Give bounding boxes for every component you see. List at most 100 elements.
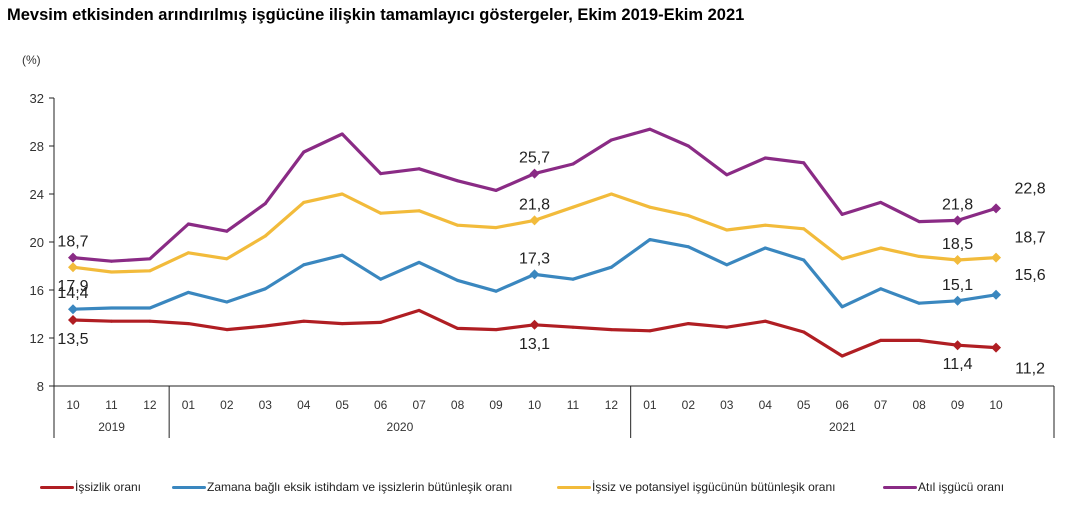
y-tick-label: 16 xyxy=(30,283,44,298)
data-point xyxy=(494,188,498,192)
data-point xyxy=(840,257,844,261)
data-label: 21,8 xyxy=(519,196,550,213)
data-marker xyxy=(991,203,1002,214)
data-point xyxy=(263,287,267,291)
data-point xyxy=(456,278,460,282)
x-tick-label: 08 xyxy=(912,398,926,412)
data-point xyxy=(456,326,460,330)
x-tick-label: 05 xyxy=(797,398,811,412)
legend-swatch xyxy=(40,485,74,489)
data-point xyxy=(686,214,690,218)
data-point xyxy=(609,138,613,142)
data-point xyxy=(109,306,113,310)
data-point xyxy=(263,324,267,328)
data-point xyxy=(840,212,844,216)
x-tick-label: 02 xyxy=(220,398,234,412)
data-marker xyxy=(68,304,78,315)
x-tick-label: 06 xyxy=(374,398,388,412)
data-point xyxy=(186,290,190,294)
data-label: 11,4 xyxy=(943,356,973,373)
y-axis-unit-label: (%) xyxy=(22,53,41,67)
year-label: 2021 xyxy=(829,420,856,434)
data-point xyxy=(417,209,421,213)
data-point xyxy=(763,246,767,250)
legend-item: İşsiz ve potansiyel işgücünün bütünleşik… xyxy=(557,480,835,494)
data-point xyxy=(417,308,421,312)
data-marker xyxy=(991,289,1002,300)
data-label: 21,8 xyxy=(942,196,973,213)
data-point xyxy=(340,322,344,326)
data-point xyxy=(456,179,460,183)
data-point xyxy=(571,205,575,209)
data-point xyxy=(802,330,806,334)
data-point xyxy=(494,289,498,293)
data-point xyxy=(879,287,883,291)
x-tick-label: 11 xyxy=(105,398,118,412)
data-point xyxy=(109,259,113,263)
data-point xyxy=(917,301,921,305)
legend-swatch xyxy=(557,485,591,489)
data-label: 18,7 xyxy=(1014,230,1045,247)
legend-label: İşsizlik oranı xyxy=(75,480,142,494)
year-label: 2019 xyxy=(98,420,125,434)
x-tick-label: 10 xyxy=(66,398,80,412)
data-label: 18,7 xyxy=(57,234,88,251)
y-tick-label: 8 xyxy=(37,379,44,394)
data-point xyxy=(686,245,690,249)
data-point xyxy=(379,172,383,176)
data-point xyxy=(186,322,190,326)
x-tick-label: 05 xyxy=(336,398,350,412)
data-point xyxy=(379,211,383,215)
data-point xyxy=(225,257,229,261)
data-point xyxy=(802,161,806,165)
data-point xyxy=(802,258,806,262)
data-point xyxy=(917,220,921,224)
data-label: 11,2 xyxy=(1015,361,1045,378)
data-point xyxy=(186,222,190,226)
data-point xyxy=(686,144,690,148)
data-point xyxy=(609,328,613,332)
data-point xyxy=(302,200,306,204)
data-point xyxy=(763,319,767,323)
chart-title: Mevsim etkisinden arındırılmış işgücüne … xyxy=(7,6,745,24)
data-marker xyxy=(529,168,540,179)
x-tick-label: 09 xyxy=(951,398,965,412)
data-marker xyxy=(529,269,540,280)
data-label: 13,5 xyxy=(57,331,88,348)
data-point xyxy=(879,338,883,342)
data-point xyxy=(917,338,921,342)
data-label: 15,6 xyxy=(1014,267,1045,284)
legend-item: Zamana bağlı eksik istihdam ve işsizleri… xyxy=(172,480,512,494)
data-point xyxy=(725,263,729,267)
legend-item: Atıl işgücü oranı xyxy=(883,480,1004,494)
data-point xyxy=(186,251,190,255)
data-marker xyxy=(68,315,78,325)
data-point xyxy=(148,319,152,323)
y-tick-label: 24 xyxy=(30,187,44,202)
x-tick-label: 12 xyxy=(605,398,619,412)
legend-label: İşsiz ve potansiyel işgücünün bütünleşik… xyxy=(592,480,836,494)
x-tick-label: 01 xyxy=(643,398,657,412)
data-label: 14,4 xyxy=(57,285,88,302)
data-point xyxy=(879,246,883,250)
data-marker xyxy=(991,252,1002,263)
data-point xyxy=(302,150,306,154)
data-labels-layer: 13,5 13,1 11,4 11,2 14,4 17,3 15,1 15,6 17,9 21,8… xyxy=(57,150,1045,378)
legend-label: Zamana bağlı eksik istihdam ve işsizleri… xyxy=(207,480,513,494)
data-point xyxy=(302,263,306,267)
data-point xyxy=(571,325,575,329)
y-tick-label: 20 xyxy=(30,235,44,250)
line-chart: (%) 8 12 16 20 24 28 32 2019 2020 2021 10 11 12 01 02 03… xyxy=(22,53,1055,438)
data-point xyxy=(417,260,421,264)
x-tick-label: 10 xyxy=(989,398,1003,412)
legend-item: İşsizlik oranı xyxy=(40,480,141,494)
x-tick-label: 01 xyxy=(182,398,196,412)
legend-swatch xyxy=(172,485,206,489)
data-point xyxy=(763,223,767,227)
data-point xyxy=(725,325,729,329)
data-point xyxy=(263,202,267,206)
data-point xyxy=(609,265,613,269)
x-tick-label: 08 xyxy=(451,398,465,412)
data-point xyxy=(494,328,498,332)
data-marker xyxy=(952,255,963,265)
